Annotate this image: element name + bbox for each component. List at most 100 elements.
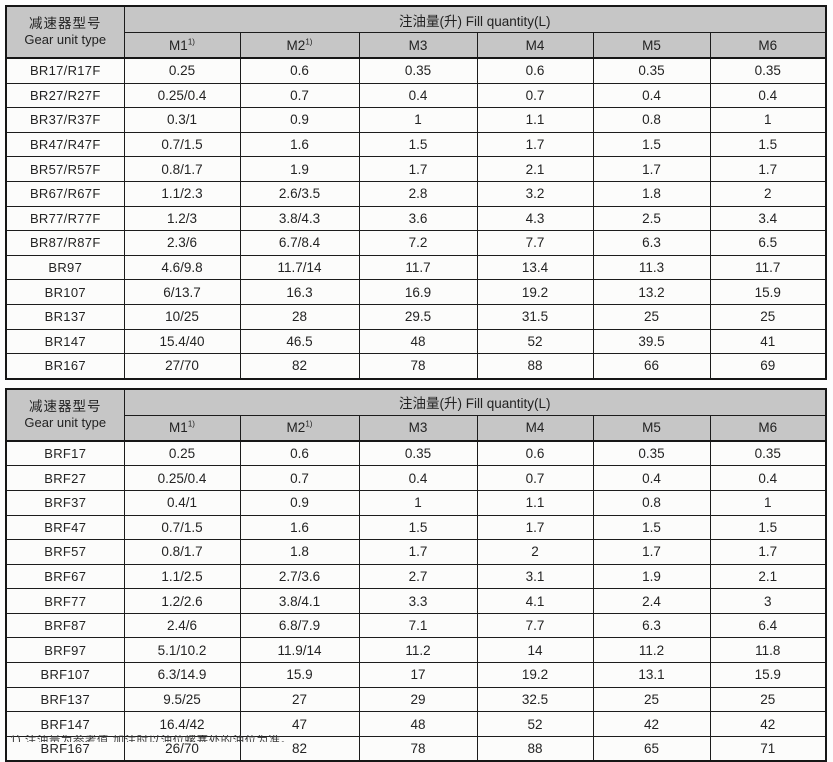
table-body: BR17/R17F 0.25 0.6 0.35 0.6 0.35 0.35 BR27/R27F… — [5, 57, 827, 380]
fill-quantity-cell-m5: 0.8 — [592, 489, 711, 516]
fill-quantity-cell-m3: 2.8 — [358, 180, 478, 207]
fill-quantity-cell-m1: 0.8/1.7 — [123, 539, 241, 565]
fill-quantity-cell-m2: 11.9/14 — [239, 637, 360, 664]
gear-unit-type-cell: BR137 — [5, 303, 125, 330]
fill-quantity-cell-m4: 52 — [476, 711, 594, 737]
fill-quantity-cell-m6: 2 — [709, 180, 827, 207]
column-header-m6: M6 — [709, 32, 827, 59]
fill-quantity-cell-m1: 2.4/6 — [123, 612, 241, 639]
table-row: BR137 10/25 28 29.5 31.5 25 25 — [5, 303, 827, 330]
fill-quantity-cell-m4: 7.7 — [476, 230, 594, 256]
fill-quantity-cell-m6: 1 — [709, 489, 827, 516]
fill-quantity-cell-m2: 0.7 — [239, 82, 360, 109]
gear-unit-type-cell: BR147 — [5, 328, 125, 355]
column-header-m3: M3 — [358, 32, 478, 59]
fill-quantity-cell-m2: 1.6 — [239, 131, 360, 158]
fill-quantity-cell-m2: 0.6 — [239, 440, 360, 467]
gear-unit-type-cell: BRF17 — [5, 440, 125, 467]
gear-unit-type-cell: BR57/R57F — [5, 156, 125, 182]
fill-quantity-cell-m3: 0.35 — [358, 440, 478, 467]
fill-quantity-cell-m4: 0.7 — [476, 82, 594, 109]
table-body: BRF17 0.25 0.6 0.35 0.6 0.35 0.35 BRF27 0.25/0.4… — [5, 440, 827, 762]
fill-quantity-cell-m2: 0.9 — [239, 107, 360, 133]
gear-unit-type-cell: BR77/R77F — [5, 205, 125, 232]
fill-quantity-cell-m2: 2.7/3.6 — [239, 563, 360, 590]
fill-quantity-cell-m6: 71 — [709, 735, 827, 762]
gear-unit-type-cell: BRF37 — [5, 489, 125, 516]
fill-quantity-cell-m5: 1.7 — [592, 539, 711, 565]
fill-quantity-cell-m1: 27/70 — [123, 353, 241, 380]
gear-unit-type-cell: BRF147 — [5, 711, 125, 737]
fill-quantity-cell-m5: 66 — [592, 353, 711, 380]
fill-quantity-cell-m6: 2.1 — [709, 563, 827, 590]
table-row: BRF147 16.4/42 47 48 52 42 42 — [5, 711, 827, 737]
fill-quantity-cell-m4: 88 — [476, 735, 594, 762]
table-row: BR147 15.4/40 46.5 48 52 39.5 41 — [5, 328, 827, 355]
fill-quantity-cell-m2: 15.9 — [239, 662, 360, 688]
fill-quantity-header: 注油量(升) Fill quantity(L) — [123, 388, 827, 416]
gear-unit-type-cell: BRF47 — [5, 514, 125, 541]
footnote-marker: 1) — [187, 419, 195, 429]
fill-quantity-cell-m6: 11.7 — [709, 254, 827, 281]
gear-unit-type-cell: BRF137 — [5, 686, 125, 713]
fill-quantity-cell-m2: 47 — [239, 711, 360, 737]
column-header-m5: M5 — [592, 32, 711, 59]
gear-unit-type-cell: BR27/R27F — [5, 82, 125, 109]
fill-quantity-cell-m6: 0.4 — [709, 465, 827, 491]
gear-unit-type-header: 减速器型号 Gear unit type — [5, 388, 125, 442]
column-header-m1: M11) — [123, 414, 241, 442]
fill-quantity-cell-m2: 27 — [239, 686, 360, 713]
fill-quantity-cell-m6: 1.7 — [709, 539, 827, 565]
fill-quantity-cell-m5: 0.35 — [592, 57, 711, 84]
gear-unit-type-header-en: Gear unit type — [24, 32, 107, 47]
fill-quantity-cell-m4: 88 — [476, 353, 594, 380]
table-row: BR47/R47F 0.7/1.5 1.6 1.5 1.7 1.5 1.5 — [5, 131, 827, 158]
gear-unit-type-cell: BR107 — [5, 279, 125, 305]
gear-unit-type-cell: BR47/R47F — [5, 131, 125, 158]
table-row: BRF27 0.25/0.4 0.7 0.4 0.7 0.4 0.4 — [5, 465, 827, 491]
fill-quantity-cell-m1: 1.2/2.6 — [123, 588, 241, 614]
fill-quantity-cell-m5: 6.3 — [592, 230, 711, 256]
fill-quantity-cell-m3: 29 — [358, 686, 478, 713]
fill-quantity-cell-m2: 1.8 — [239, 539, 360, 565]
table-row: BRF137 9.5/25 27 29 32.5 25 25 — [5, 686, 827, 713]
fill-quantity-cell-m3: 78 — [358, 353, 478, 380]
fill-quantity-cell-m5: 11.2 — [592, 637, 711, 664]
fill-quantity-cell-m5: 2.4 — [592, 588, 711, 614]
table-row: BR17/R17F 0.25 0.6 0.35 0.6 0.35 0.35 — [5, 57, 827, 84]
fill-quantity-cell-m2: 28 — [239, 303, 360, 330]
fill-quantity-cell-m3: 1.5 — [358, 514, 478, 541]
fill-quantity-cell-m6: 1 — [709, 107, 827, 133]
gear-unit-type-cell: BRF27 — [5, 465, 125, 491]
fill-quantity-cell-m1: 15.4/40 — [123, 328, 241, 355]
fill-quantity-cell-m1: 0.7/1.5 — [123, 131, 241, 158]
fill-quantity-cell-m1: 16.4/42 — [123, 711, 241, 737]
fill-quantity-cell-m3: 17 — [358, 662, 478, 688]
gear-unit-type-cell: BRF67 — [5, 563, 125, 590]
fill-quantity-cell-m4: 13.4 — [476, 254, 594, 281]
fill-quantity-cell-m5: 0.35 — [592, 440, 711, 467]
fill-quantity-cell-m5: 42 — [592, 711, 711, 737]
fill-quantity-cell-m4: 4.3 — [476, 205, 594, 232]
fill-quantity-cell-m6: 3.4 — [709, 205, 827, 232]
table-row: BR107 6/13.7 16.3 16.9 19.2 13.2 15.9 — [5, 279, 827, 305]
table-header-row: 减速器型号 Gear unit type 注油量(升) Fill quantit… — [5, 388, 827, 442]
mounting-position-header-row: M11) M21) M3 M4 M5 M6 — [6, 414, 827, 442]
gear-unit-type-cell: BR97 — [5, 254, 125, 281]
fill-quantity-cell-m1: 0.25/0.4 — [123, 82, 241, 109]
fill-quantity-cell-m2: 3.8/4.1 — [239, 588, 360, 614]
fill-quantity-cell-m4: 4.1 — [476, 588, 594, 614]
fill-quantity-cell-m2: 0.6 — [239, 57, 360, 84]
table-row: BR97 4.6/9.8 11.7/14 11.7 13.4 11.3 11.7 — [5, 254, 827, 281]
fill-quantity-cell-m6: 25 — [709, 686, 827, 713]
fill-quantity-cell-m6: 42 — [709, 711, 827, 737]
fill-quantity-cell-m3: 48 — [358, 711, 478, 737]
table-row: BR167 27/70 82 78 88 66 69 — [5, 353, 827, 380]
fill-quantity-cell-m1: 6/13.7 — [123, 279, 241, 305]
fill-quantity-cell-m6: 1.5 — [709, 131, 827, 158]
fill-quantity-cell-m5: 1.7 — [592, 156, 711, 182]
column-header-m2: M21) — [239, 414, 360, 442]
table-row: BR27/R27F 0.25/0.4 0.7 0.4 0.7 0.4 0.4 — [5, 82, 827, 109]
fill-quantity-cell-m6: 11.8 — [709, 637, 827, 664]
fill-quantity-cell-m1: 1.1/2.3 — [123, 180, 241, 207]
